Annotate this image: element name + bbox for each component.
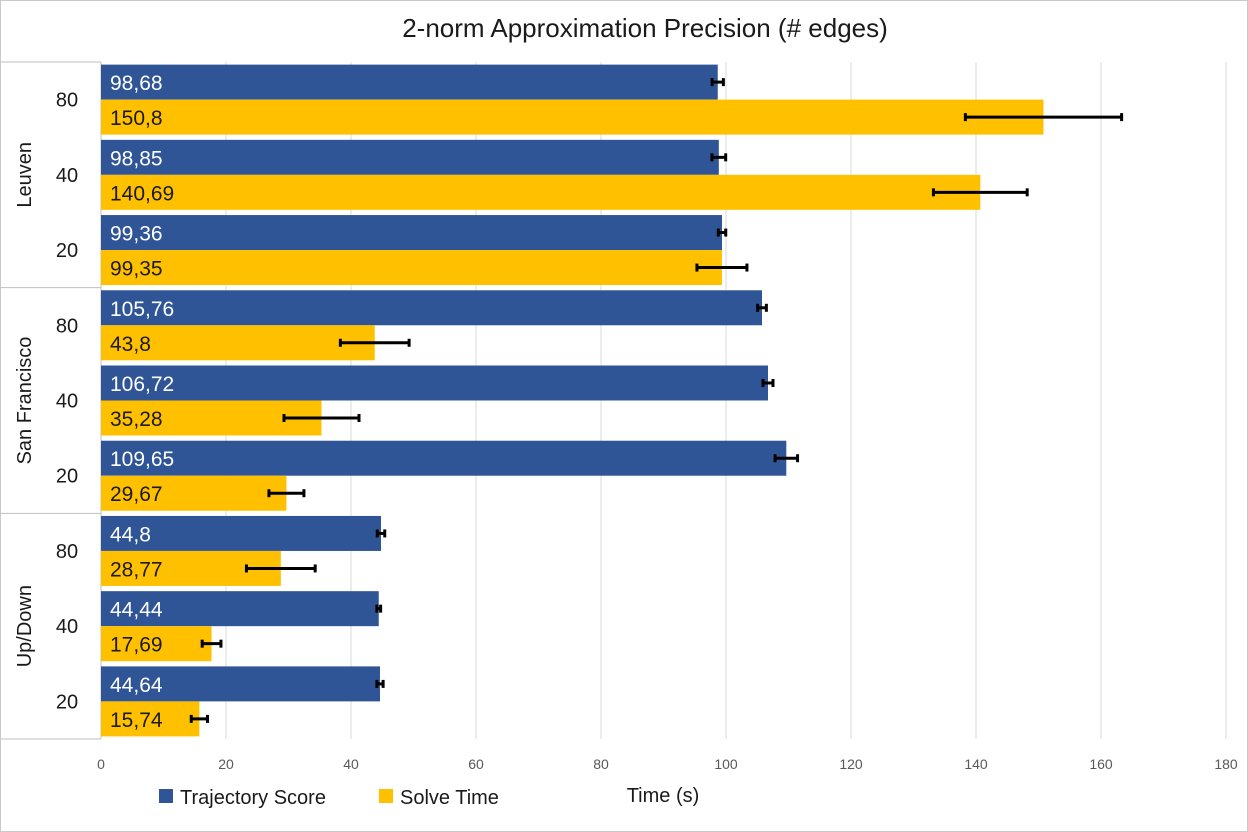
error-bar (200, 639, 223, 648)
legend-label: Trajectory Score (180, 787, 326, 809)
legend-item-solve-time: Solve Time (379, 787, 499, 809)
data-label: 35,28 (110, 408, 163, 431)
error-bar (773, 454, 800, 463)
bar-labels: 98,68 150,8 98,85 140,69 99,36 99,35 105,76 43,… (110, 72, 174, 732)
x-tick-label: 120 (839, 756, 863, 772)
data-label: 99,35 (110, 258, 163, 281)
x-tick-label: 140 (964, 756, 988, 772)
category-label: 40 (56, 616, 78, 638)
chart-title: 2-norm Approximation Precision (# edges) (402, 13, 888, 43)
x-tick-label: 100 (714, 756, 738, 772)
data-label: 98,85 (110, 147, 163, 170)
data-label: 17,69 (110, 634, 163, 657)
category-label: 80 (56, 90, 78, 112)
x-tick-label: 180 (1214, 756, 1238, 772)
error-bar (756, 303, 768, 312)
error-bar (375, 529, 387, 538)
trajectory-score-bar (101, 440, 787, 476)
solve-time-bar (101, 250, 722, 286)
data-label: 98,68 (110, 72, 163, 95)
trajectory-score-bar (101, 591, 379, 627)
error-bar (931, 188, 1029, 197)
error-bar (282, 414, 361, 422)
x-tick-label: 160 (1089, 756, 1113, 772)
data-label: 150,8 (110, 107, 163, 130)
solve-time-bar (101, 701, 200, 737)
error-bar (375, 604, 383, 613)
legend: Trajectory Score Solve Time (159, 787, 499, 809)
solve-time-bar (101, 475, 287, 511)
data-label: 44,44 (110, 599, 163, 622)
category-label: 20 (56, 691, 78, 713)
trajectory-score-bar (101, 64, 718, 100)
data-label: 15,74 (110, 709, 163, 732)
x-tick-label: 20 (218, 756, 234, 772)
error-bars (189, 78, 1124, 723)
data-label: 29,67 (110, 483, 163, 506)
solve-time-bar (101, 325, 375, 361)
x-tick-label: 0 (97, 756, 105, 772)
bars (101, 64, 1044, 737)
error-bar (710, 78, 725, 87)
data-label: 140,69 (110, 182, 174, 205)
data-label: 28,77 (110, 558, 163, 581)
error-bar (695, 263, 749, 272)
x-tick-label: 40 (343, 756, 359, 772)
data-label: 106,72 (110, 373, 174, 396)
error-bar (716, 228, 728, 237)
trajectory-score-bar (101, 666, 380, 702)
data-label: 109,65 (110, 448, 174, 471)
category-label: 40 (56, 165, 78, 187)
solve-time-bar (101, 626, 212, 662)
trajectory-score-bar (101, 515, 381, 551)
trajectory-score-bar (101, 365, 768, 401)
x-tick-label: 80 (593, 756, 609, 772)
error-bar (963, 113, 1124, 122)
trajectory-score-bar (101, 139, 719, 175)
legend-label: Solve Time (400, 787, 499, 809)
error-bar (244, 564, 317, 573)
x-axis-ticks: 0 20 40 60 80 100 120 140 160 180 (97, 756, 1238, 772)
data-label: 44,8 (110, 523, 151, 546)
solve-time-bar (101, 99, 1044, 135)
trajectory-score-bar (101, 290, 762, 326)
group-label: San Francisco (14, 337, 36, 465)
category-label: 80 (56, 541, 78, 563)
category-label: 20 (56, 240, 78, 262)
error-bar (761, 379, 775, 387)
legend-swatch (379, 789, 393, 803)
legend-item-trajectory-score: Trajectory Score (159, 787, 326, 809)
category-frame: Leuven 80 40 20 San Francisco 80 40 20 Up/Down 80… (1, 61, 102, 740)
error-bar (189, 714, 209, 723)
data-label: 99,36 (110, 223, 163, 246)
category-label: 80 (56, 315, 78, 337)
x-tick-label: 60 (468, 756, 484, 772)
error-bar (710, 153, 728, 162)
error-bar (375, 679, 385, 688)
solve-time-bar (101, 174, 981, 210)
legend-swatch (159, 789, 173, 803)
category-label: 40 (56, 391, 78, 413)
error-bar (267, 489, 306, 498)
error-bar (338, 338, 411, 347)
data-label: 43,8 (110, 333, 151, 356)
x-axis-title: Time (s) (627, 785, 700, 807)
group-label: Leuven (14, 142, 36, 208)
data-label: 105,76 (110, 298, 174, 321)
trajectory-score-bar (101, 215, 722, 251)
group-label: Up/Down (14, 585, 36, 667)
category-label: 20 (56, 466, 78, 488)
data-label: 44,64 (110, 674, 163, 697)
